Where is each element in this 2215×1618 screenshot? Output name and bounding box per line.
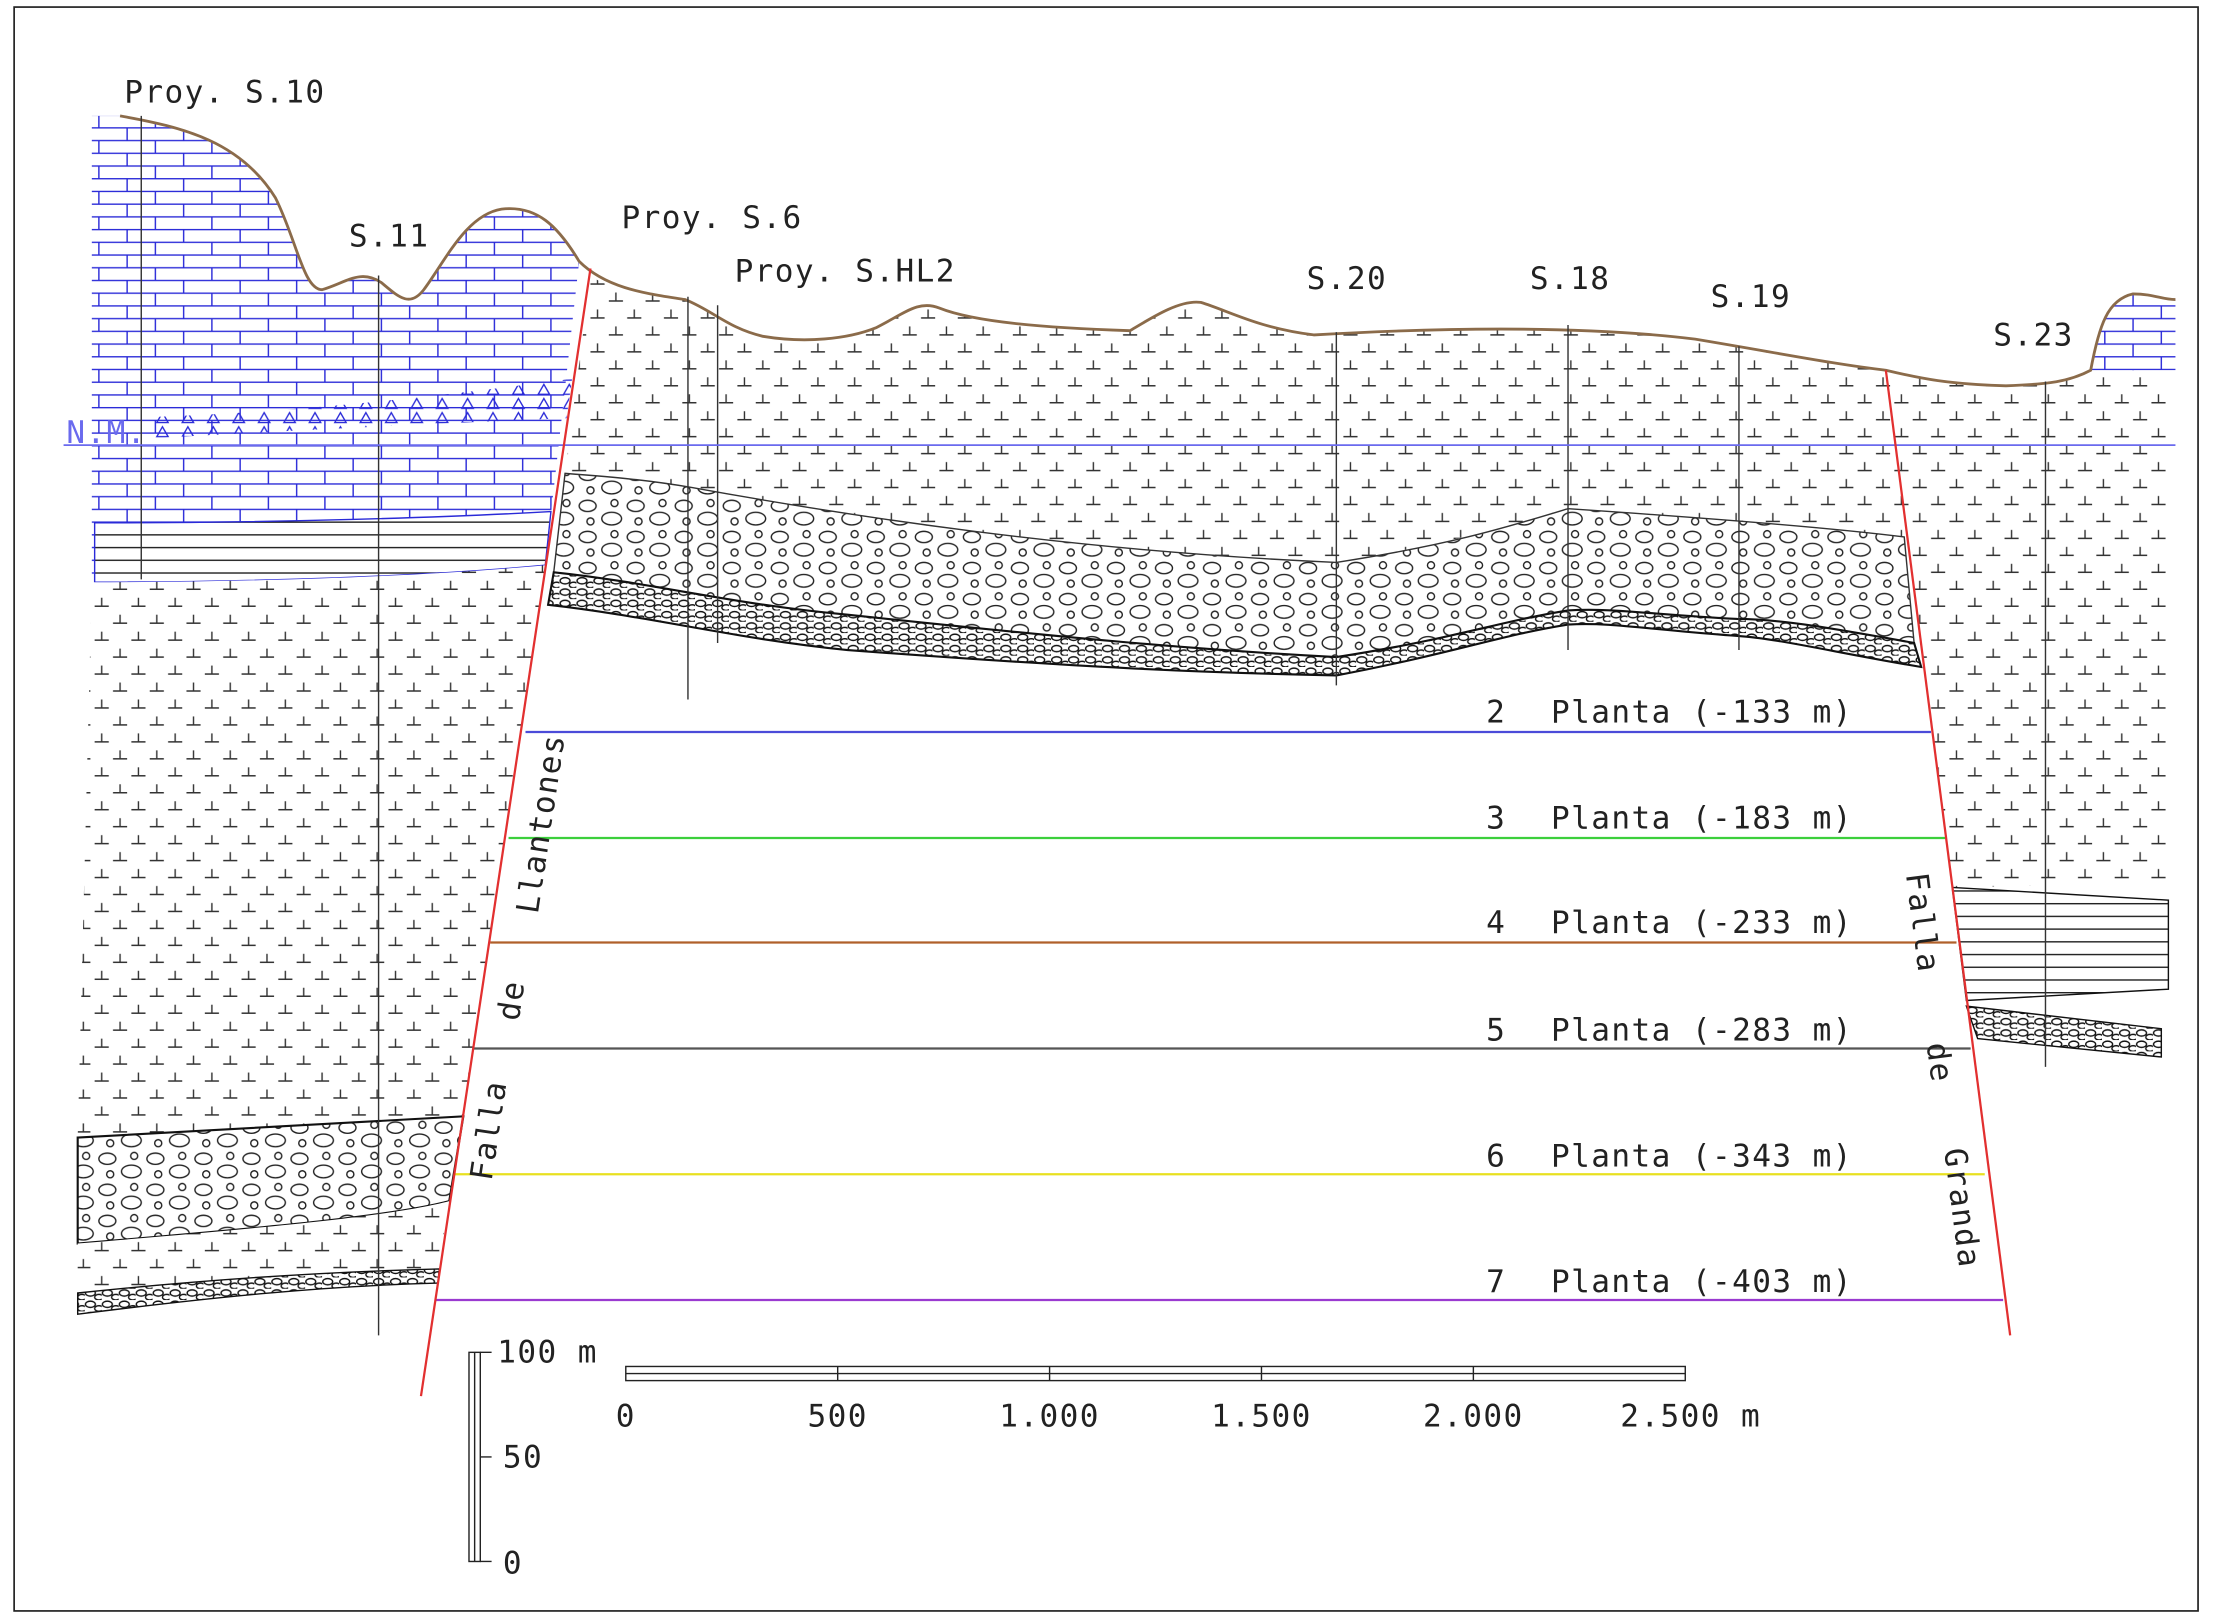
scale-label: 0	[503, 1545, 523, 1581]
borehole-label: S.20	[1307, 261, 1387, 297]
borehole-label: Proy. S.6	[622, 200, 803, 236]
level-label: Planta (-183 m)	[1551, 801, 1853, 837]
level-number: 3	[1486, 801, 1506, 837]
level-number: 4	[1486, 905, 1506, 941]
cross-section: N.M. 2 Planta (-133 m) 3 Planta (-183 m)…	[0, 0, 2215, 1618]
scale-label: 50	[503, 1439, 543, 1475]
beds-right	[1952, 887, 2168, 1000]
level-label: Planta (-133 m)	[1551, 695, 1853, 731]
level-label: Planta (-233 m)	[1551, 905, 1853, 941]
level-number: 6	[1486, 1138, 1506, 1174]
scale-label: 0	[616, 1398, 636, 1434]
borehole-label: S.11	[349, 218, 429, 254]
borehole-label: Proy. S.10	[124, 74, 325, 110]
borehole-label: S.18	[1530, 261, 1610, 297]
sea-level-label: N.M.	[66, 415, 146, 451]
scale-label: 2.000	[1423, 1398, 1524, 1434]
scale-label: 100 m	[497, 1335, 598, 1371]
fault-label: de	[1919, 1040, 1960, 1085]
level-label: Planta (-283 m)	[1551, 1013, 1853, 1049]
page: N.M. 2 Planta (-133 m) 3 Planta (-183 m)…	[0, 0, 2215, 1618]
level-label: Planta (-403 m)	[1551, 1264, 1853, 1300]
borehole-label: S.19	[1711, 279, 1791, 315]
fault-label: de	[491, 978, 533, 1023]
level-number: 5	[1486, 1013, 1506, 1049]
borehole-label: Proy. S.HL2	[735, 254, 956, 290]
level-label: Planta (-343 m)	[1551, 1138, 1853, 1174]
level-number: 7	[1486, 1264, 1506, 1300]
level-number: 2	[1486, 695, 1506, 731]
scale-label: 1.000	[999, 1398, 1100, 1434]
borehole-label: S.23	[1993, 317, 2073, 353]
scale-label: 500	[808, 1398, 868, 1434]
scale-label: 1.500	[1211, 1398, 1312, 1434]
scale-label: 2.500 m	[1620, 1398, 1761, 1434]
